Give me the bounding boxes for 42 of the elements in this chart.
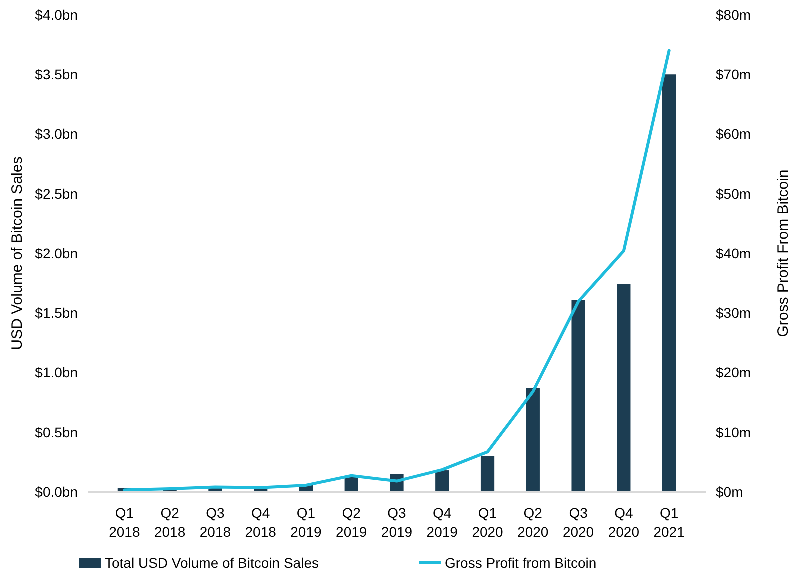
y2-tick-label: $70m bbox=[716, 66, 752, 83]
bar bbox=[572, 300, 586, 492]
y-tick-label: $0.0bn bbox=[35, 484, 78, 500]
y-tick-label: $2.0bn bbox=[35, 245, 78, 262]
bar bbox=[480, 456, 495, 492]
x-tick-label: Q4 2020 bbox=[608, 505, 640, 540]
y2-tick-label: $30m bbox=[716, 305, 752, 322]
x-tick-label: Q1 2021 bbox=[654, 505, 686, 540]
y-tick-label: $2.5bn bbox=[35, 186, 78, 202]
y2-tick-label: $20m bbox=[716, 364, 752, 381]
legend-label: Total USD Volume of Bitcoin Sales bbox=[105, 555, 319, 571]
x-tick-label: Q1 2018 bbox=[109, 505, 140, 540]
y2-tick-label: $10m bbox=[716, 424, 752, 440]
x-tick-label: Q1 2020 bbox=[472, 505, 504, 540]
x-tick-label: Q4 2018 bbox=[245, 505, 277, 540]
bar bbox=[662, 74, 676, 492]
y-tick-label: $3.5bn bbox=[35, 66, 78, 83]
y2-tick-label: $80m bbox=[716, 6, 752, 23]
y-tick-label: $3.0bn bbox=[35, 126, 78, 142]
x-tick-label: Q2 2019 bbox=[336, 505, 368, 540]
x-tick-label: Q4 2019 bbox=[426, 505, 458, 540]
x-tick-label: Q3 2019 bbox=[381, 505, 413, 540]
x-tick-label: Q2 2020 bbox=[518, 505, 549, 540]
bar bbox=[436, 470, 450, 492]
y-axis-title: USD Volume of Bitcoin Sales bbox=[9, 156, 26, 350]
y2-tick-label: $0m bbox=[716, 484, 744, 500]
x-tick-label: Q1 2019 bbox=[290, 505, 322, 540]
y-tick-label: $4.0bn bbox=[35, 6, 78, 23]
bar bbox=[526, 388, 540, 492]
line-series bbox=[123, 49, 671, 492]
x-tick-label: Q3 2020 bbox=[562, 505, 594, 540]
y-tick-label: $1.5bn bbox=[35, 305, 78, 322]
y2-tick-label: $50m bbox=[716, 186, 752, 202]
bar bbox=[617, 284, 631, 492]
x-tick-label: Q2 2018 bbox=[154, 505, 186, 540]
y2-axis-title: Gross Profit From Bitcoin bbox=[775, 170, 792, 338]
y-tick-label: $1.0bn bbox=[35, 364, 78, 381]
legend-label: Gross Profit from Bitcoin bbox=[445, 555, 597, 571]
y2-tick-label: $40m bbox=[716, 245, 752, 262]
y-tick-label: $0.5bn bbox=[35, 424, 78, 440]
x-tick-label: Q3 2018 bbox=[200, 505, 232, 540]
y2-tick-label: $60m bbox=[716, 126, 752, 142]
